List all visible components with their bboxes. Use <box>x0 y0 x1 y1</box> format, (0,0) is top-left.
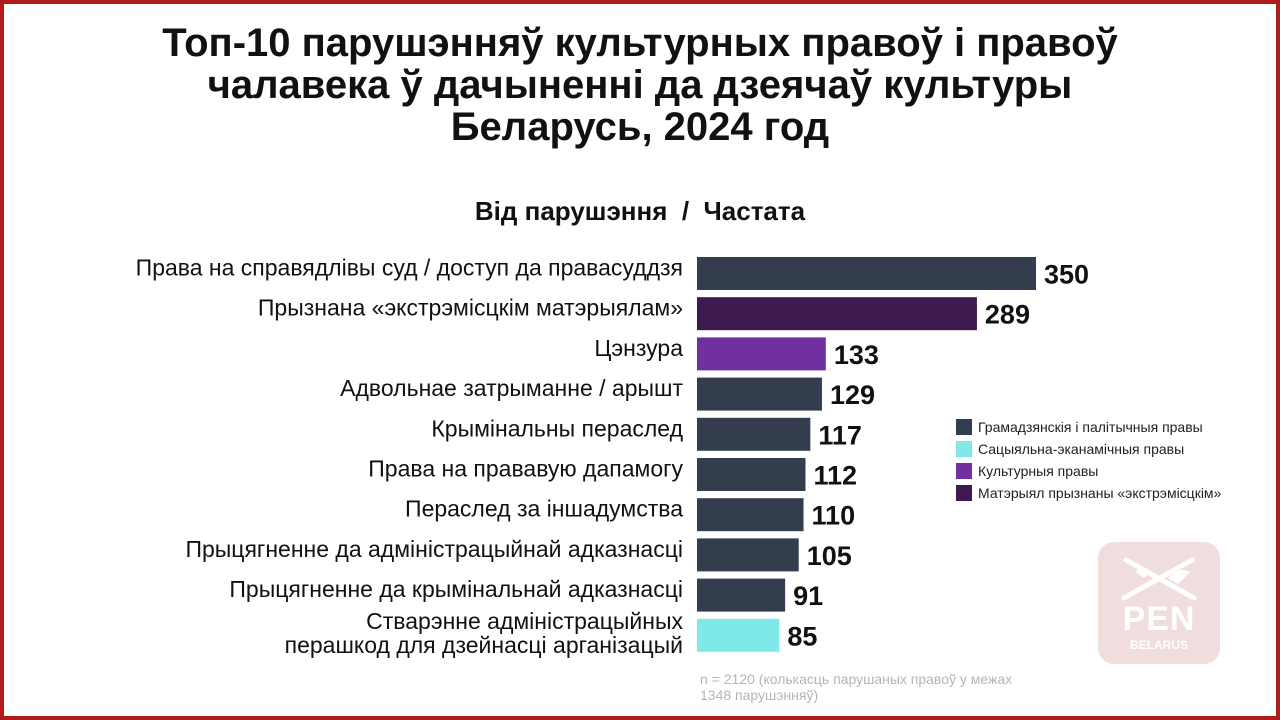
bar <box>697 337 826 371</box>
value-label: 129 <box>830 380 875 410</box>
bar <box>697 538 799 572</box>
chart-legend: Грамадзянскія і палітычныя правы Сацыяльн… <box>956 416 1221 504</box>
legend-item: Грамадзянскія і палітычныя правы <box>956 416 1221 438</box>
legend-label: Матэрыял прызнаны «экстрэмісцкім» <box>978 485 1222 501</box>
category-label: Права на прававую дапамогу <box>368 456 683 482</box>
legend-label: Сацыяльна-эканамічныя правы <box>978 441 1185 457</box>
legend-label: Грамадзянскія і палітычныя правы <box>978 419 1203 435</box>
crossed-quills-icon <box>1121 557 1197 601</box>
title-line-1: Топ-10 парушэнняў культурных правоў і пр… <box>162 21 1118 65</box>
category-label: Пераслед за іншадумства <box>405 496 683 522</box>
bar <box>697 458 806 491</box>
bar <box>697 618 780 652</box>
legend-swatch <box>956 485 972 501</box>
value-label: 117 <box>818 420 862 450</box>
category-label: Прыцягненне да крымінальнай адказнасці <box>229 576 683 602</box>
pen-belarus-logo: PEN BELARUS <box>1098 542 1220 664</box>
value-label: 289 <box>985 300 1030 330</box>
legend-item: Сацыяльна-эканамічныя правы <box>956 438 1221 460</box>
bar <box>697 257 1036 290</box>
value-label: 85 <box>787 621 817 651</box>
logo-belarus-text: BELARUS <box>1129 638 1188 652</box>
bar <box>697 417 811 451</box>
category-label: Прыцягненне да адміністрацыйнай адказнас… <box>185 536 683 562</box>
bar <box>697 377 822 411</box>
value-label: 91 <box>793 581 823 611</box>
legend-label: Культурныя правы <box>978 463 1099 479</box>
value-label: 105 <box>807 541 852 571</box>
value-label: 112 <box>813 461 857 491</box>
bar <box>697 297 977 331</box>
value-label: 133 <box>834 340 879 370</box>
title-line-3: Беларусь, 2024 год <box>450 105 830 149</box>
legend-swatch <box>956 441 972 457</box>
bar <box>697 498 804 532</box>
legend-item: Матэрыял прызнаны «экстрэмісцкім» <box>956 482 1221 504</box>
legend-item: Культурныя правы <box>956 460 1221 482</box>
chart-subtitle: Від парушэння / Частата <box>474 196 806 226</box>
category-label: Цэнзура <box>594 335 683 361</box>
category-label: Стварэнне адміністрацыйных перашкод для д… <box>285 608 684 658</box>
category-label: Прызнана «экстрэмісцкім матэрыялам» <box>258 295 683 321</box>
legend-swatch <box>956 463 972 479</box>
category-label: Права на справядлівы суд / доступ да пра… <box>136 255 683 281</box>
legend-swatch <box>956 419 972 435</box>
value-label: 110 <box>812 501 856 531</box>
category-label: Крымінальны пераслед <box>431 415 683 441</box>
sample-note: n = 2120 (колькасць парушаных правоў у м… <box>700 671 1013 703</box>
logo-pen-text: PEN <box>1122 600 1196 638</box>
title-line-2: чалавека ў дачыненні да дзеячаў культуры <box>207 63 1073 107</box>
bar <box>697 578 786 612</box>
value-label: 350 <box>1044 260 1089 290</box>
chart-title: Топ-10 парушэнняў культурных правоў і пр… <box>60 22 1220 148</box>
category-label: Адвольнае затрыманне / арышт <box>340 375 683 401</box>
